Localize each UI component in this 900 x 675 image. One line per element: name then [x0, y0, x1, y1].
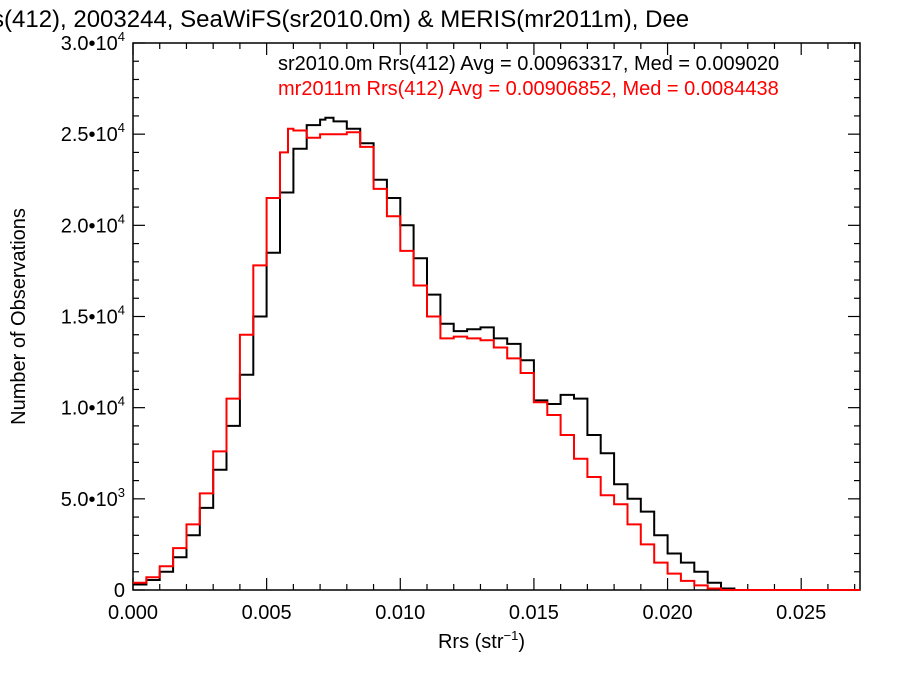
y-axis-label: Number of Observations [8, 208, 30, 425]
plot-frame [132, 42, 861, 591]
legend-entry-sr2010.0m: sr2010.0m Rrs(412) Avg = 0.00963317, Med… [278, 53, 779, 75]
series-line-mr2011m [133, 127, 860, 591]
chart-title: s(412), 2003244, SeaWiFS(sr2010.0m) & ME… [0, 6, 690, 33]
y-tick-label: 2.0•104 [61, 211, 125, 237]
x-tick-label: 0.005 [242, 602, 292, 624]
y-tick-label: 2.5•104 [61, 120, 125, 146]
legend-entry-mr2011m: mr2011m Rrs(412) Avg = 0.00906852, Med =… [278, 78, 779, 100]
y-tick-label: 3.0•104 [61, 29, 125, 55]
x-tick-label: 0.025 [776, 602, 826, 624]
y-tick-label: 0 [114, 580, 125, 602]
series-line-sr2010.0m [133, 116, 860, 591]
x-axis-label: Rrs (str−1) [438, 628, 525, 653]
x-tick-label: 0.020 [643, 602, 693, 624]
y-tick-label: 1.0•104 [61, 394, 125, 420]
x-tick-label: 0.000 [108, 602, 158, 624]
y-tick-label: 1.5•104 [61, 303, 125, 329]
x-tick-label: 0.010 [375, 602, 425, 624]
y-tick-label: 5.0•103 [61, 485, 125, 511]
x-tick-label: 0.015 [509, 602, 559, 624]
